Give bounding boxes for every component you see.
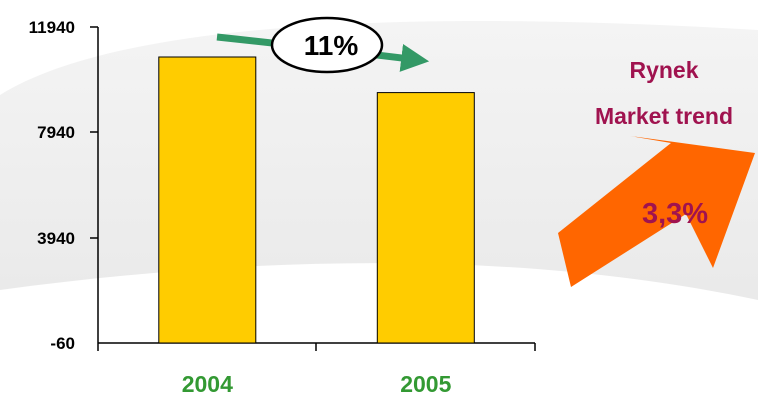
y-tick-label: 7940: [37, 123, 75, 142]
market-title-line2: Market trend: [595, 103, 733, 129]
y-tick-label: 11940: [29, 18, 75, 37]
market-trend-arrow: [558, 136, 755, 287]
y-tick-label: 3940: [37, 229, 75, 248]
bar-2005: [376, 92, 475, 344]
x-axis: [97, 342, 536, 351]
y-tick-label: -60: [50, 334, 75, 353]
change-callout: 11%: [270, 16, 384, 74]
market-value: 3,3%: [642, 198, 708, 230]
change-label: 11%: [304, 30, 359, 61]
bar-2004: [158, 56, 257, 344]
market-title-line1: Rynek: [629, 57, 698, 83]
y-axis: [90, 26, 99, 343]
x-tick-label-2005: 2005: [400, 371, 451, 397]
x-tick-label-2004: 2004: [182, 371, 233, 397]
